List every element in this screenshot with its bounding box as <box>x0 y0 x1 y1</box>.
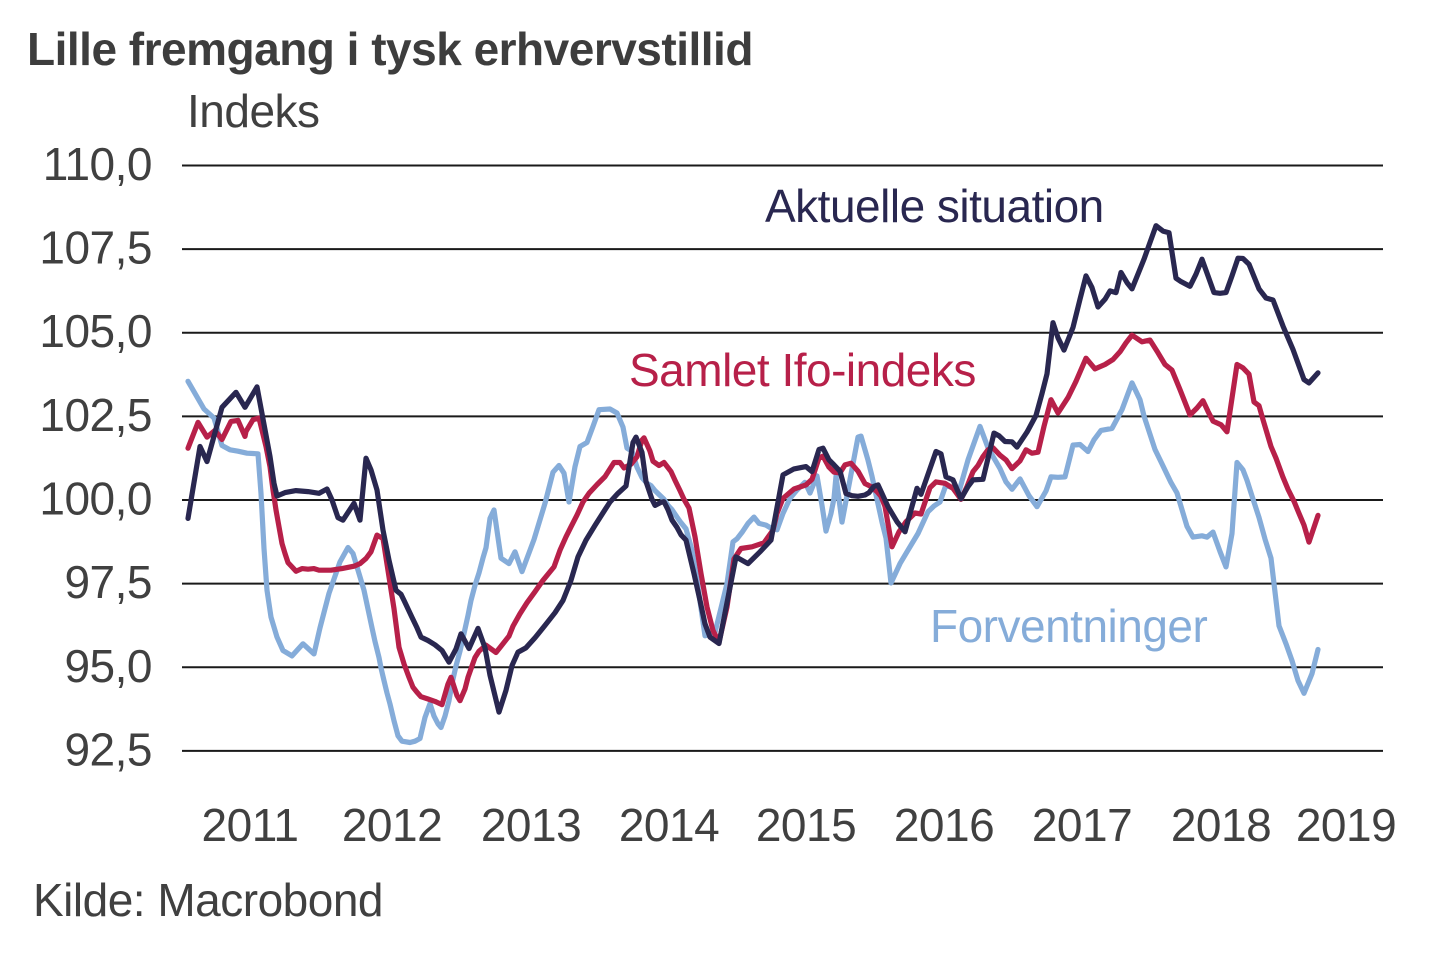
svg-text:100,0: 100,0 <box>39 473 152 525</box>
svg-text:Kilde: Macrobond: Kilde: Macrobond <box>33 874 383 926</box>
svg-text:110,0: 110,0 <box>43 138 152 190</box>
svg-text:Forventninger: Forventninger <box>930 600 1207 652</box>
svg-text:2012: 2012 <box>342 799 442 851</box>
svg-text:2018: 2018 <box>1171 799 1271 851</box>
svg-text:2019: 2019 <box>1296 799 1396 851</box>
svg-text:Samlet Ifo-indeks: Samlet Ifo-indeks <box>629 344 976 396</box>
svg-text:102,5: 102,5 <box>39 389 152 441</box>
svg-text:107,5: 107,5 <box>39 222 152 274</box>
svg-text:2011: 2011 <box>202 799 299 851</box>
svg-text:Aktuelle situation: Aktuelle situation <box>765 180 1104 232</box>
svg-text:2013: 2013 <box>481 799 581 851</box>
svg-text:Lille fremgang i tysk erhvervs: Lille fremgang i tysk erhvervstillid <box>27 23 753 75</box>
svg-text:2016: 2016 <box>894 799 994 851</box>
svg-text:2015: 2015 <box>756 799 856 851</box>
svg-text:92,5: 92,5 <box>64 723 152 775</box>
svg-text:97,5: 97,5 <box>64 556 152 608</box>
svg-text:105,0: 105,0 <box>39 305 152 357</box>
svg-text:95,0: 95,0 <box>64 640 152 692</box>
svg-text:2017: 2017 <box>1032 799 1132 851</box>
svg-text:2014: 2014 <box>619 799 719 851</box>
svg-text:Indeks: Indeks <box>187 85 320 137</box>
